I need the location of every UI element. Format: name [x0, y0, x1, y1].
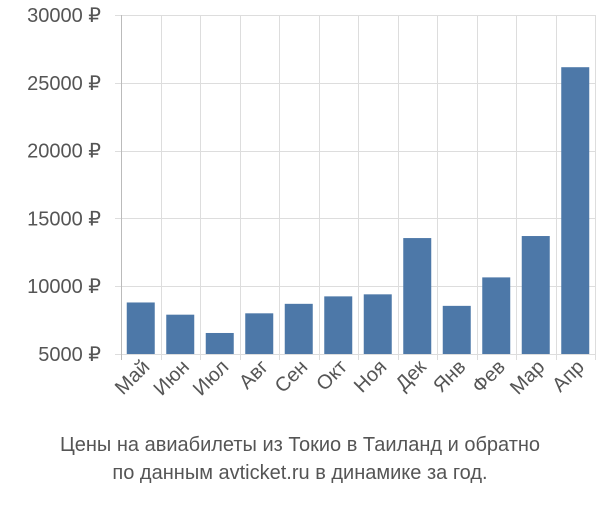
x-tick-label: Окт [312, 356, 351, 395]
y-tick-label: 5000 ₽ [38, 344, 101, 366]
y-tick-label: 25000 ₽ [27, 73, 101, 95]
x-tick-label: Мар [506, 356, 549, 399]
bar-4 [245, 313, 274, 354]
bar-9 [442, 305, 471, 354]
y-tick-label: 30000 ₽ [27, 5, 101, 27]
grid-layer [115, 15, 596, 360]
bar-1 [126, 302, 155, 354]
bar-8 [403, 238, 432, 354]
bars-layer [126, 67, 590, 355]
x-tick-label: Авг [235, 356, 273, 394]
bar-3 [205, 332, 234, 354]
y-tick-label: 10000 ₽ [27, 276, 101, 298]
bar-12 [561, 67, 590, 355]
x-tick-label: Апр [548, 356, 589, 397]
x-tick-label: Фев [468, 356, 510, 398]
bar-6 [324, 296, 353, 354]
bar-5 [284, 303, 313, 354]
chart-caption-line-1: Цены на авиабилеты из Токио в Таиланд и … [59, 434, 541, 456]
x-tick-label: Сен [271, 356, 312, 397]
y-tick-label: 20000 ₽ [27, 141, 101, 163]
bar-7 [363, 294, 392, 354]
bar-2 [166, 314, 195, 354]
x-tick-label: Июн [150, 356, 194, 400]
bar-10 [482, 277, 511, 354]
x-tick-label: Июл [189, 356, 233, 400]
x-tick-label: Май [111, 356, 154, 399]
x-tick-label: Дек [392, 356, 431, 395]
x-tick-label: Янв [429, 356, 470, 397]
y-tick-label: 15000 ₽ [27, 208, 101, 230]
chart-caption-line-2: по данным avticket.ru в динамике за год. [112, 462, 488, 484]
bar-11 [521, 236, 550, 354]
x-tick-label: Ноя [350, 356, 391, 397]
